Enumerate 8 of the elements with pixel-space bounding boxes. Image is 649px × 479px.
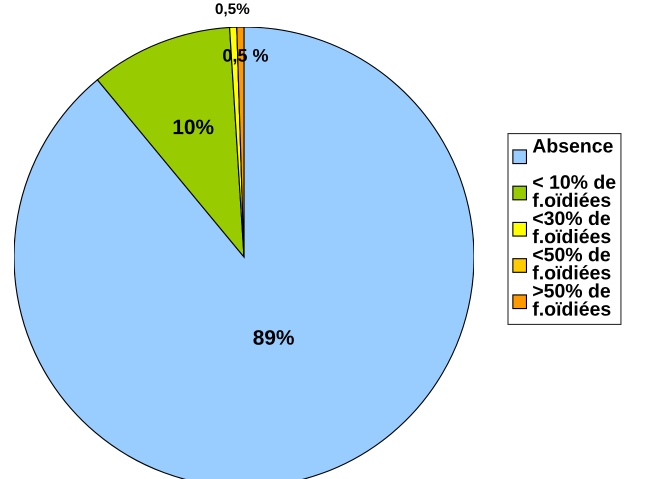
data-label: 89% [253,330,294,345]
legend-label: Absence [532,138,613,153]
data-label: 0,5% [216,3,250,16]
legend-label: < 10% de f.oïdiées [532,174,616,208]
data-label: 10% [174,120,214,134]
legend-label: <50% de f.oïdiées [532,247,610,280]
legend-label: <30% de f.oïdiées [532,210,610,244]
legend-label: >50% de f.oïdiées [532,283,610,316]
